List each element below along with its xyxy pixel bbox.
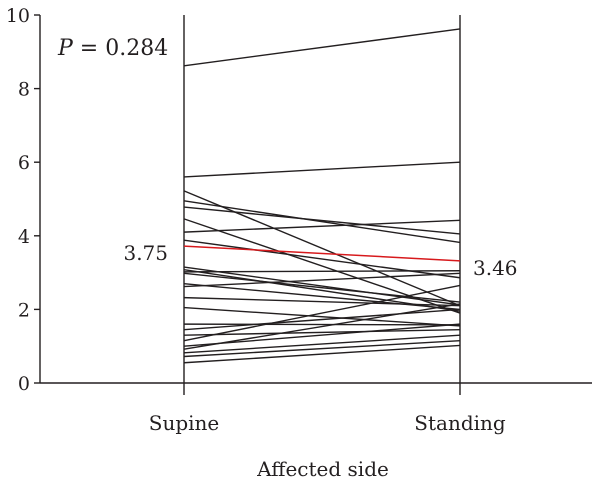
x-category-label: Supine	[149, 411, 220, 435]
series-line	[183, 334, 461, 354]
mean-standing-label: 3.46	[473, 256, 518, 280]
p-symbol: P	[57, 36, 74, 61]
series-line	[183, 266, 461, 306]
series-line	[183, 270, 461, 273]
y-tick-label: 2	[18, 299, 30, 321]
p-value-annotation: P = 0.284	[57, 36, 168, 61]
mean-supine-label: 3.75	[123, 241, 168, 265]
series-line	[183, 200, 461, 244]
y-tick-label: 0	[18, 373, 30, 395]
series-lines	[183, 28, 461, 364]
series-line	[183, 272, 461, 303]
y-tick-label: 6	[18, 152, 30, 174]
series-line	[183, 308, 461, 331]
y-tick-label: 4	[18, 226, 30, 248]
series-line	[183, 28, 461, 67]
x-category-label: Standing	[414, 411, 506, 435]
series-line	[183, 323, 461, 347]
series-line	[183, 339, 461, 358]
series-line	[183, 303, 461, 350]
series-line	[183, 296, 461, 307]
p-value-text: = 0.284	[73, 36, 168, 61]
series-line	[183, 282, 461, 311]
mean-line	[183, 245, 461, 262]
y-tick-label: 10	[6, 5, 30, 27]
series-line	[183, 190, 461, 307]
x-ticks: Supine Standing	[149, 383, 506, 435]
series-line	[183, 272, 461, 288]
series-line	[183, 306, 461, 327]
series-line	[183, 161, 461, 178]
x-axis-title: Affected side	[256, 457, 389, 481]
series-line	[183, 323, 461, 326]
series-line	[183, 328, 461, 336]
series-line	[183, 344, 461, 364]
axes	[39, 15, 592, 384]
series-line	[183, 219, 461, 233]
series-line	[183, 206, 461, 235]
y-tick-label: 8	[18, 79, 30, 101]
y-ticks: 0 2 4 6 8 10	[6, 5, 40, 395]
series-line	[183, 284, 461, 342]
